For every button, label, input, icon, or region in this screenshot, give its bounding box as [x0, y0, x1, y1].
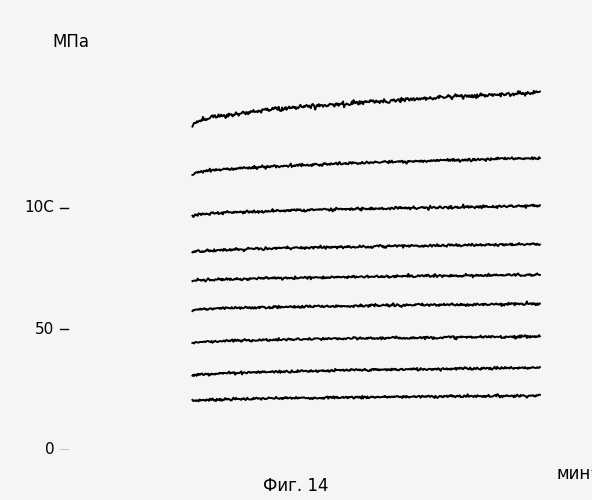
Text: Фиг. 14: Фиг. 14 — [263, 477, 329, 495]
Text: 0: 0 — [45, 442, 54, 458]
Text: 10С: 10С — [24, 200, 54, 216]
Text: МПа: МПа — [52, 33, 89, 51]
Text: мин⁻¹: мин⁻¹ — [556, 464, 592, 482]
Text: 50: 50 — [35, 322, 54, 336]
